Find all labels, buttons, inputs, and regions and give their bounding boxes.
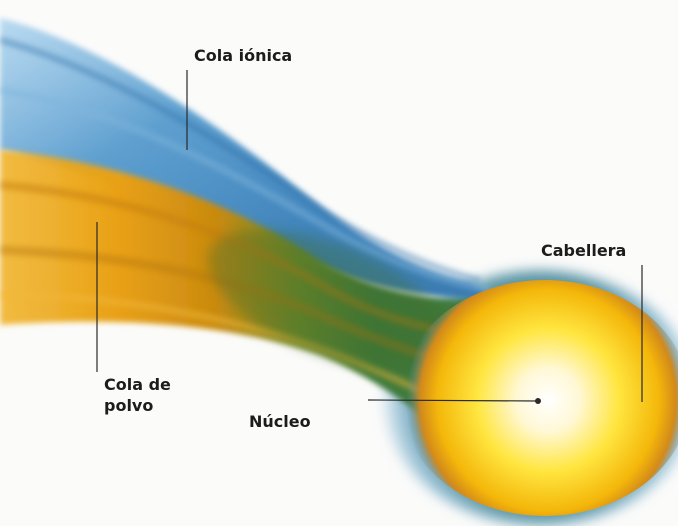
nucleus-leader-line [367, 399, 537, 402]
dust-tail-label: Cola de polvo [104, 374, 171, 416]
coma [400, 280, 678, 516]
dust-tail-label-line-1: Cola de [104, 375, 171, 394]
dust-tail-label-line-2: polvo [104, 396, 154, 415]
nucleus-dot [535, 398, 541, 404]
nucleus-label: Núcleo [249, 412, 311, 431]
ion-tail-streak [0, 86, 491, 294]
ion-tail-label: Cola iónica [194, 46, 293, 65]
coma-label: Cabellera [541, 241, 627, 260]
ion-tail-streak [0, 37, 481, 283]
tail-blend-zone [207, 229, 453, 371]
